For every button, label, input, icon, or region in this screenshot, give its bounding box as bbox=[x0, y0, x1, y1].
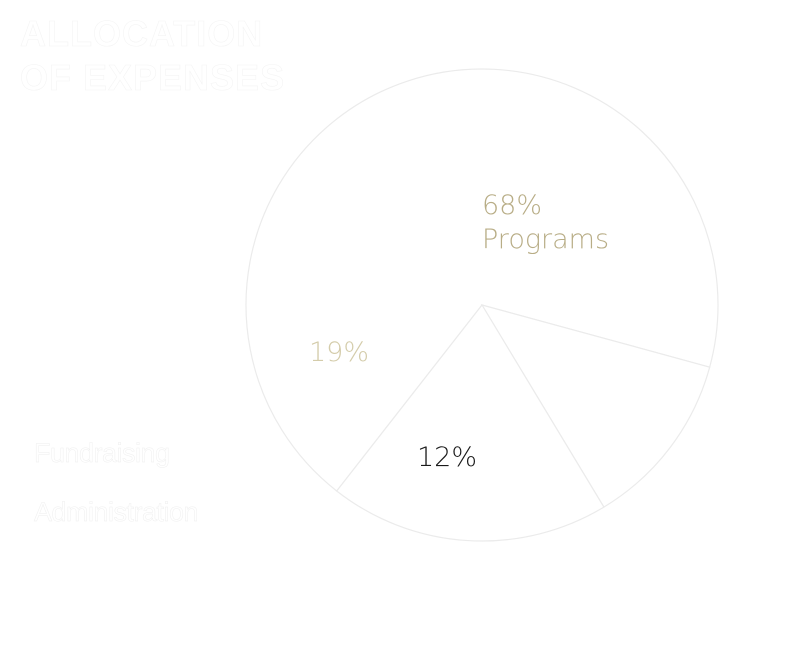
slice-category-programs: Programs bbox=[482, 224, 609, 255]
pie-slices bbox=[245, 68, 719, 542]
slice-value-fundraising: 12% bbox=[417, 442, 477, 473]
chart-title-line-1: ALLOCATION bbox=[20, 13, 264, 55]
slice-value-administration: 19% bbox=[309, 337, 369, 368]
legend-label-administration: Administration bbox=[34, 497, 199, 528]
pie-slice-fundraising bbox=[480, 304, 711, 508]
slice-value-programs: 68% bbox=[482, 190, 542, 221]
pie-slice-programs bbox=[245, 68, 719, 492]
pie-slice-administration bbox=[335, 303, 605, 542]
chart-title-line-2: OF EXPENSES bbox=[20, 57, 286, 99]
legend-label-fundraising: Fundraising bbox=[34, 438, 171, 469]
chart-title: ALLOCATION OF EXPENSES bbox=[20, 12, 320, 100]
slice-labels: 68%Programs 12% 19% bbox=[309, 190, 609, 473]
